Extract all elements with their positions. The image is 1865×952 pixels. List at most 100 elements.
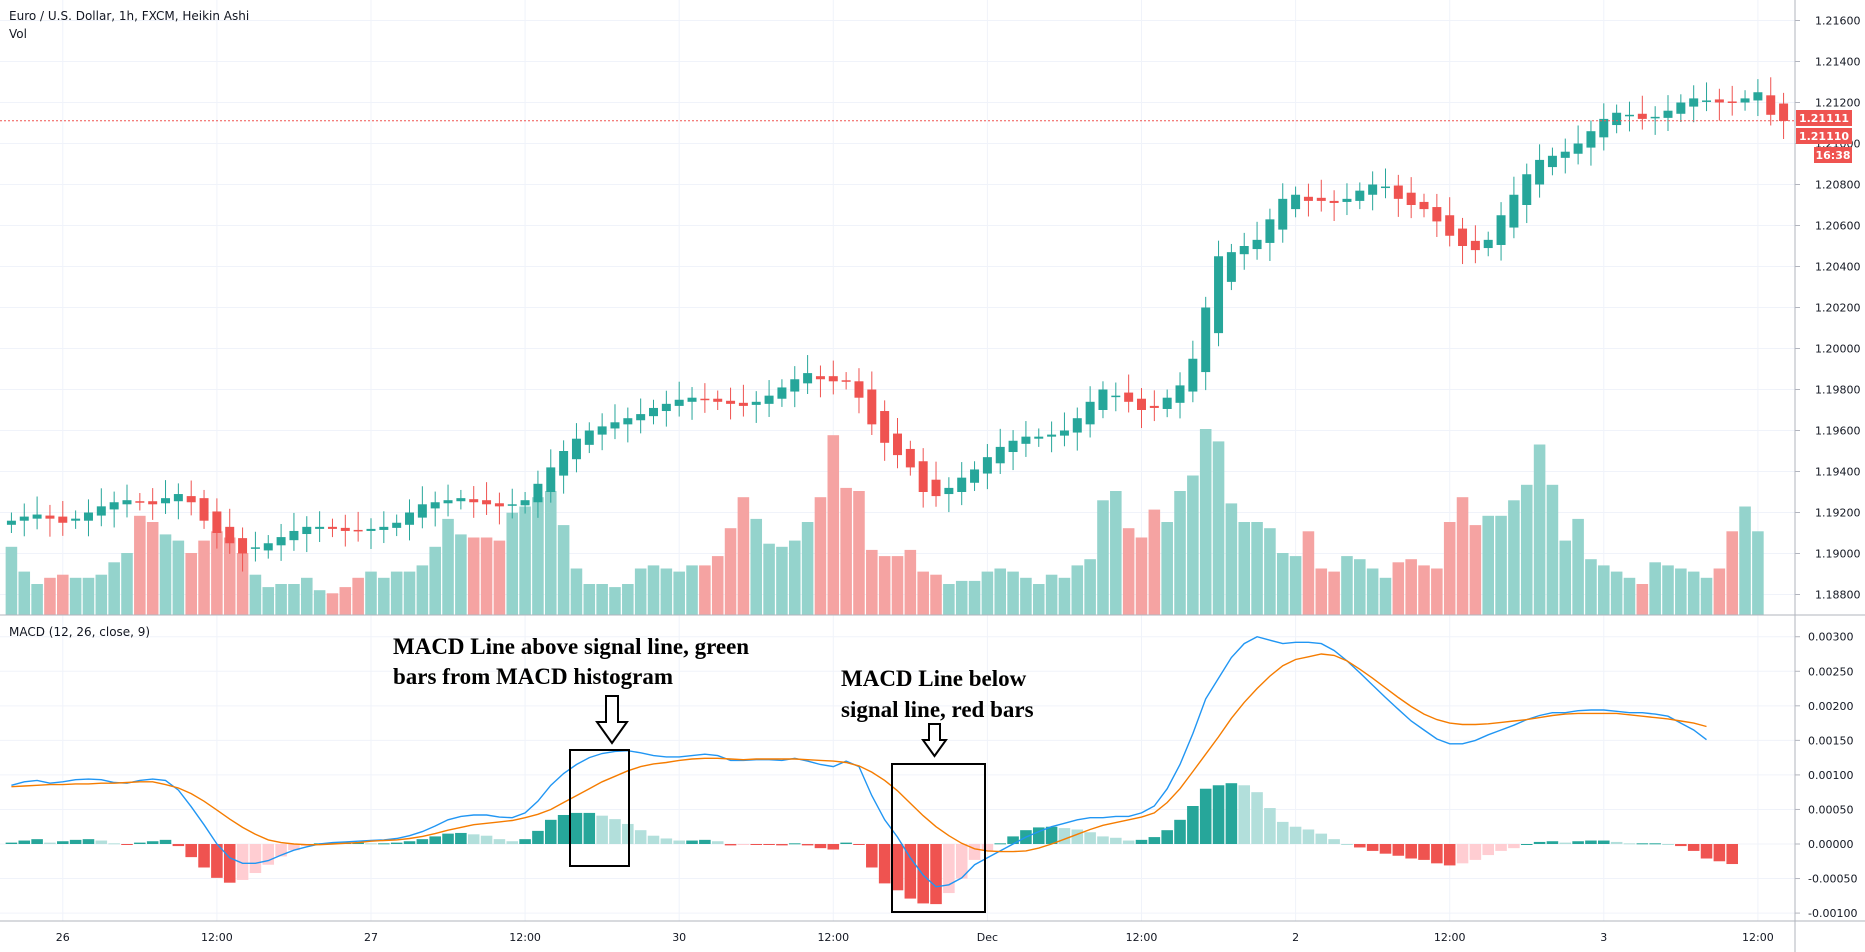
volume-bar bbox=[1071, 565, 1084, 615]
histogram-bar bbox=[108, 843, 120, 845]
candle-body bbox=[469, 499, 479, 503]
histogram-bar bbox=[44, 842, 56, 844]
candle-body bbox=[751, 401, 761, 405]
macd-tick-label: -0.00050 bbox=[1808, 873, 1857, 886]
volume-bar bbox=[699, 565, 711, 615]
candle-body bbox=[83, 512, 93, 521]
volume-bar bbox=[634, 568, 647, 615]
candle-body bbox=[186, 496, 196, 503]
candle-body bbox=[199, 498, 209, 521]
volume-bars bbox=[5, 429, 1764, 615]
candle-body bbox=[533, 483, 543, 503]
macd-tick-label: 0.00250 bbox=[1808, 665, 1854, 678]
candle-body bbox=[982, 457, 992, 474]
histogram-bar bbox=[1559, 842, 1572, 844]
macd-tick-label: 0.00050 bbox=[1808, 803, 1854, 816]
histogram-bar bbox=[236, 844, 249, 880]
signal-line bbox=[11, 653, 1707, 853]
time-tick-label: 3 bbox=[1600, 931, 1607, 944]
volume-bar bbox=[416, 565, 429, 615]
histogram-bar bbox=[1122, 840, 1135, 844]
volume-bar bbox=[1636, 584, 1649, 615]
candle-body bbox=[1265, 219, 1275, 243]
histogram-bar bbox=[968, 844, 981, 860]
volume-bar bbox=[172, 540, 185, 615]
macd-label[interactable]: MACD (12, 26, close, 9) bbox=[9, 625, 150, 639]
volume-bar bbox=[1610, 571, 1623, 615]
candle-body bbox=[289, 530, 299, 541]
annotation-above-line1: MACD Line above signal line, green bbox=[393, 634, 749, 659]
candle-body bbox=[1727, 101, 1737, 103]
volume-bar bbox=[955, 580, 968, 615]
macd-histogram bbox=[5, 783, 1738, 905]
volume-bar bbox=[1739, 506, 1751, 615]
time-tick-label: 12:00 bbox=[817, 931, 849, 944]
candle-body bbox=[340, 527, 350, 531]
candle-body bbox=[1560, 151, 1570, 158]
histogram-bar bbox=[622, 823, 634, 844]
histogram-bar bbox=[1585, 840, 1597, 844]
candle-body bbox=[815, 376, 825, 380]
histogram-bar bbox=[788, 843, 801, 845]
volume-bar bbox=[686, 565, 698, 615]
volume-bar bbox=[403, 571, 416, 615]
volume-bar bbox=[1713, 568, 1726, 615]
histogram-bar bbox=[1187, 806, 1199, 844]
histogram-bar bbox=[763, 844, 775, 845]
annotation-box-green bbox=[569, 749, 630, 867]
candle-body bbox=[238, 538, 248, 554]
candle-body bbox=[148, 501, 158, 505]
volume-bar bbox=[763, 543, 775, 615]
price-tick-label: 1.20000 bbox=[1815, 343, 1861, 356]
volume-bar bbox=[866, 549, 878, 615]
candle-body bbox=[379, 526, 389, 530]
candle-body bbox=[957, 477, 967, 492]
chart-title[interactable]: Euro / U.S. Dollar, 1h, FXCM, Heikin Ash… bbox=[9, 9, 249, 23]
time-tick-label: 12:00 bbox=[201, 931, 233, 944]
macd-tick-label: 0.00100 bbox=[1808, 769, 1854, 782]
volume-bar bbox=[18, 571, 31, 615]
candlesticks[interactable] bbox=[6, 77, 1789, 572]
volume-bar bbox=[711, 556, 724, 615]
candle-body bbox=[1098, 389, 1108, 410]
volume-label[interactable]: Vol bbox=[9, 27, 27, 41]
histogram-bar bbox=[1456, 844, 1469, 864]
volume-bar bbox=[275, 584, 287, 615]
volume-bar bbox=[981, 571, 994, 615]
macd-axis[interactable]: 0.00300 0.00250 0.00200 0.00150 0.00100 0.000… bbox=[1795, 631, 1857, 920]
histogram-bar bbox=[557, 814, 570, 844]
candle-body bbox=[109, 502, 119, 510]
candle-body bbox=[507, 504, 517, 506]
histogram-bar bbox=[1264, 808, 1276, 844]
volume-bar bbox=[339, 587, 352, 615]
volume-bar bbox=[1533, 444, 1546, 615]
histogram-bar bbox=[1225, 783, 1238, 844]
histogram-bar bbox=[1649, 843, 1661, 845]
histogram-bar bbox=[506, 841, 519, 844]
candle-body bbox=[1124, 392, 1134, 402]
histogram-bar bbox=[1700, 844, 1713, 859]
histogram-bar bbox=[699, 839, 711, 844]
macd-tick-label: 0.00000 bbox=[1808, 838, 1854, 851]
candle-body bbox=[1624, 114, 1634, 117]
candle-body bbox=[417, 504, 427, 518]
volume-bar bbox=[1020, 577, 1032, 615]
volume-bar bbox=[1199, 429, 1212, 615]
volume-bar bbox=[390, 571, 403, 615]
candle-body bbox=[880, 411, 890, 443]
histogram-bar bbox=[1110, 837, 1122, 844]
histogram-bar bbox=[827, 844, 840, 850]
histogram-bar bbox=[172, 844, 185, 847]
time-axis[interactable]: 26 12:00 27 12:00 30 12:00 Dec 12:00 2 12:00 3 12:0… bbox=[56, 931, 1774, 944]
volume-bar bbox=[1122, 528, 1135, 615]
candle-body bbox=[161, 498, 171, 504]
candle-body bbox=[674, 399, 684, 406]
histogram-bar bbox=[352, 842, 364, 844]
histogram-bar bbox=[1610, 841, 1623, 844]
histogram-bar bbox=[1238, 785, 1251, 844]
histogram-bar bbox=[570, 812, 583, 844]
histogram-bar bbox=[930, 844, 942, 905]
volume-bar bbox=[622, 584, 634, 615]
